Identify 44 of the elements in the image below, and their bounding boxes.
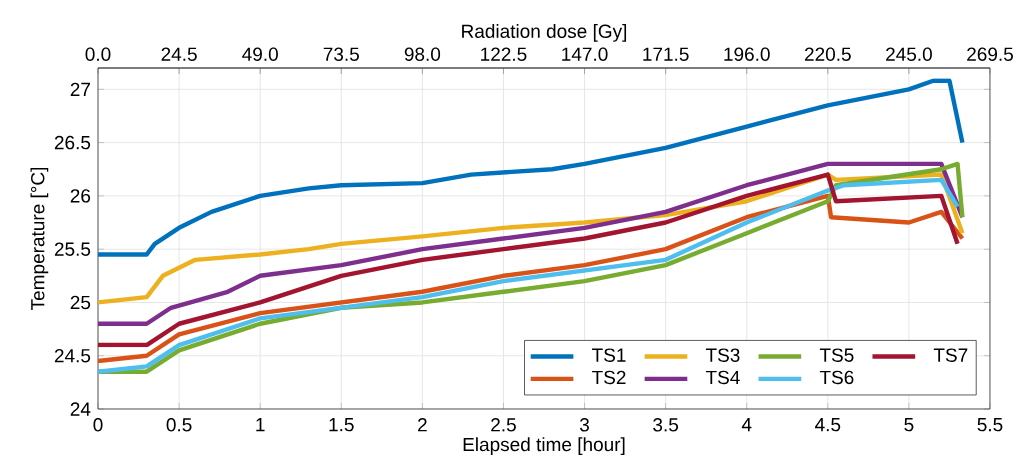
x2-tick-label: 245.0 [886, 47, 932, 61]
x-tick-label: 5.5 [977, 418, 1003, 432]
x-tick-label: 0.5 [166, 418, 192, 432]
line-series [98, 172, 960, 348]
x2-tick-label: 147.0 [562, 47, 608, 61]
x-tick-label: 4.5 [815, 418, 841, 432]
legend-label: TS1 [592, 348, 626, 362]
x2-tick-label: 269.5 [967, 47, 1013, 61]
x2-tick-label: 171.5 [643, 47, 689, 61]
legend-label: TS5 [819, 348, 854, 362]
x2-tick-label: 24.5 [161, 47, 197, 61]
x2-tick-label: 49.0 [242, 47, 278, 61]
x-tick-label: 1.5 [329, 418, 354, 432]
y-tick-label: 25 [70, 295, 91, 310]
legend-label: TS3 [705, 348, 740, 362]
x2-tick-label: 73.5 [323, 47, 359, 61]
x-axis-title: Elapsed time [hour] [463, 437, 625, 455]
x-tick-label: 0 [93, 418, 103, 432]
y-tick-label: 26.5 [54, 135, 91, 150]
x-tick-label: 4 [741, 418, 752, 432]
y-tick-label: 26 [70, 189, 91, 203]
x-tick-label: 3.5 [653, 418, 679, 432]
x2-tick-label: 122.5 [481, 47, 527, 61]
y-tick-label: 27 [70, 82, 90, 96]
x-tick-label: 3 [579, 418, 589, 432]
x-tick-label: 2 [418, 418, 427, 432]
x2-tick-label: 196.0 [724, 47, 770, 61]
y-axis-title: Temperature [°C] [30, 167, 49, 310]
x-tick-label: 2.5 [491, 418, 516, 432]
legend-label: TS6 [819, 370, 854, 385]
x-tick-label: 5 [904, 418, 914, 432]
legend-label: TS7 [933, 348, 968, 362]
y-tick-label: 24 [70, 402, 91, 416]
y-tick-label: 24.5 [54, 348, 91, 363]
x2-tick-label: 0.0 [85, 47, 111, 61]
x2-tick-label: 98.0 [404, 47, 441, 61]
line-series [98, 161, 965, 326]
x2-tick-label: 220.5 [804, 47, 851, 61]
y-tick-label: 25.5 [54, 242, 91, 256]
x-tick-label: 1 [256, 418, 265, 432]
legend-label: TS4 [705, 370, 740, 385]
x2-axis-title: Radiation dose [Gy] [462, 24, 627, 42]
legend-label: TS2 [592, 370, 626, 385]
line-series [98, 78, 965, 257]
